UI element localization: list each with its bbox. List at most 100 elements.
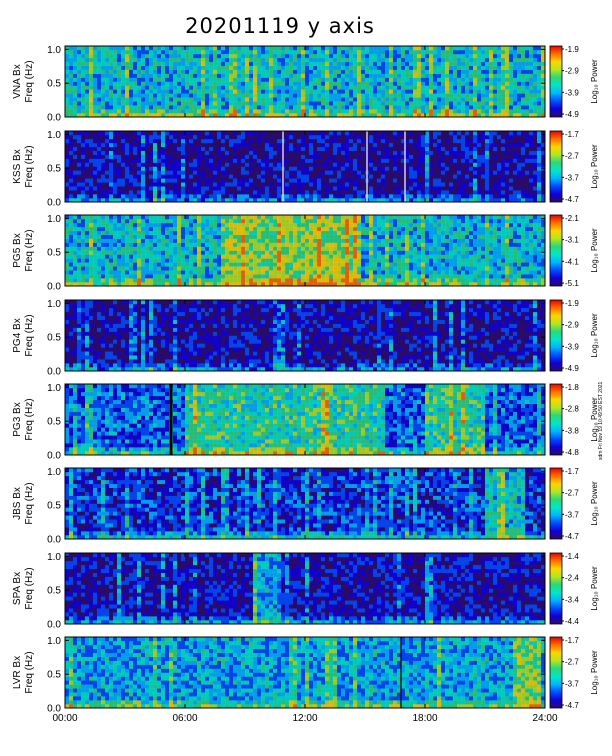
spectrogram-cell <box>473 70 477 74</box>
spectrogram-cell <box>145 143 149 147</box>
spectrogram-cell <box>453 70 457 74</box>
spectrogram-cell <box>93 155 97 159</box>
spectrogram-cell <box>97 227 101 231</box>
spectrogram-cell <box>413 50 417 54</box>
spectrogram-cell <box>129 227 133 231</box>
spectrogram-cell <box>513 93 517 97</box>
spectrogram-cell <box>229 101 233 105</box>
spectrogram-cell <box>369 62 373 66</box>
spectrogram-cell <box>529 163 533 167</box>
spectrogram-cell <box>473 66 477 70</box>
spectrogram-cell <box>153 178 157 182</box>
spectrogram-cell <box>77 97 81 101</box>
spectrogram-cell <box>337 182 341 186</box>
spectrogram-cell <box>437 101 441 105</box>
spectrogram-cell <box>497 163 501 167</box>
spectrogram-cell <box>285 70 289 74</box>
spectrogram-cell <box>169 131 173 135</box>
spectrogram-cell <box>373 93 377 97</box>
spectrogram-cell <box>125 46 129 50</box>
spectrogram-cell <box>165 85 169 89</box>
spectrogram-cell <box>185 139 189 143</box>
spectrogram-cell <box>321 66 325 70</box>
spectrogram-cell <box>317 178 321 182</box>
y-tick-label-KSS_Bx-0: 0.0 <box>47 198 61 209</box>
spectrogram-cell <box>365 74 369 78</box>
spectrogram-cell <box>313 194 317 198</box>
spectrogram-cell <box>105 74 109 78</box>
spectrogram-cell <box>129 215 133 219</box>
spectrogram-cell <box>317 74 321 78</box>
spectrogram-cell <box>113 262 117 266</box>
spectrogram-cell <box>509 70 513 74</box>
spectrogram-cell <box>153 70 157 74</box>
spectrogram-cell <box>161 247 165 251</box>
spectrogram-cell <box>105 155 109 159</box>
spectrogram-cell <box>177 66 181 70</box>
spectrogram-cell <box>325 101 329 105</box>
spectrogram-cell <box>489 186 493 190</box>
spectrogram-cell <box>117 62 121 66</box>
spectrogram-cell <box>81 54 85 58</box>
spectrogram-cell <box>229 62 233 66</box>
spectrogram-cell <box>65 135 69 139</box>
spectrogram-cell <box>89 89 93 93</box>
spectrogram-cell <box>205 50 209 54</box>
spectrogram-cell <box>157 135 161 139</box>
spectrogram-cell <box>373 109 377 113</box>
spectrogram-cell <box>245 178 249 182</box>
spectrogram-cell <box>309 143 313 147</box>
spectrogram-cell <box>105 258 109 262</box>
spectrogram-cell <box>309 163 313 167</box>
spectrogram-cell <box>313 66 317 70</box>
spectrogram-cell <box>209 182 213 186</box>
spectrogram-cell <box>77 74 81 78</box>
spectrogram-cell <box>89 54 93 58</box>
spectrogram-cell <box>521 78 525 82</box>
spectrogram-cell <box>537 163 541 167</box>
spectrogram-cell <box>277 85 281 89</box>
spectrogram-cell <box>189 78 193 82</box>
spectrogram-cell <box>65 163 69 167</box>
spectrogram-cell <box>465 62 469 66</box>
spectrogram-cell <box>77 170 81 174</box>
spectrogram-cell <box>229 178 233 182</box>
spectrogram-cell <box>85 243 89 247</box>
spectrogram-cell <box>361 131 365 135</box>
spectrogram-cell <box>185 85 189 89</box>
spectrogram-cell <box>353 147 357 151</box>
spectrogram-cell <box>65 247 69 251</box>
spectrogram-cell <box>469 50 473 54</box>
spectrogram-cell <box>405 131 409 135</box>
spectrogram-cell <box>73 143 77 147</box>
spectrogram-cell <box>245 89 249 93</box>
spectrogram-cell <box>493 151 497 155</box>
spectrogram-cell <box>413 190 417 194</box>
spectrogram-cell <box>249 163 253 167</box>
spectrogram-cell <box>465 186 469 190</box>
spectrogram-cell <box>433 66 437 70</box>
spectrogram-cell <box>289 62 293 66</box>
spectrogram-cell <box>81 97 85 101</box>
spectrogram-cell <box>513 78 517 82</box>
spectrogram-cell <box>185 186 189 190</box>
spectrogram-cell <box>273 93 277 97</box>
spectrogram-cell <box>177 223 181 227</box>
spectrogram-cell <box>265 58 269 62</box>
spectrogram-cell <box>365 66 369 70</box>
spectrogram-cell <box>437 186 441 190</box>
spectrogram-cell <box>141 74 145 78</box>
spectrogram-cell <box>525 109 529 113</box>
spectrogram-cell <box>353 131 357 135</box>
spectrogram-cell <box>489 131 493 135</box>
spectrogram-cell <box>333 66 337 70</box>
spectrogram-cell <box>393 93 397 97</box>
spectrogram-cell <box>489 50 493 54</box>
spectrogram-cell <box>493 174 497 178</box>
spectrogram-cell <box>269 62 273 66</box>
spectrogram-cell <box>381 89 385 93</box>
spectrogram-cell <box>269 131 273 135</box>
spectrogram-cell <box>113 178 117 182</box>
spectrogram-cell <box>325 78 329 82</box>
spectrogram-cell <box>513 62 517 66</box>
